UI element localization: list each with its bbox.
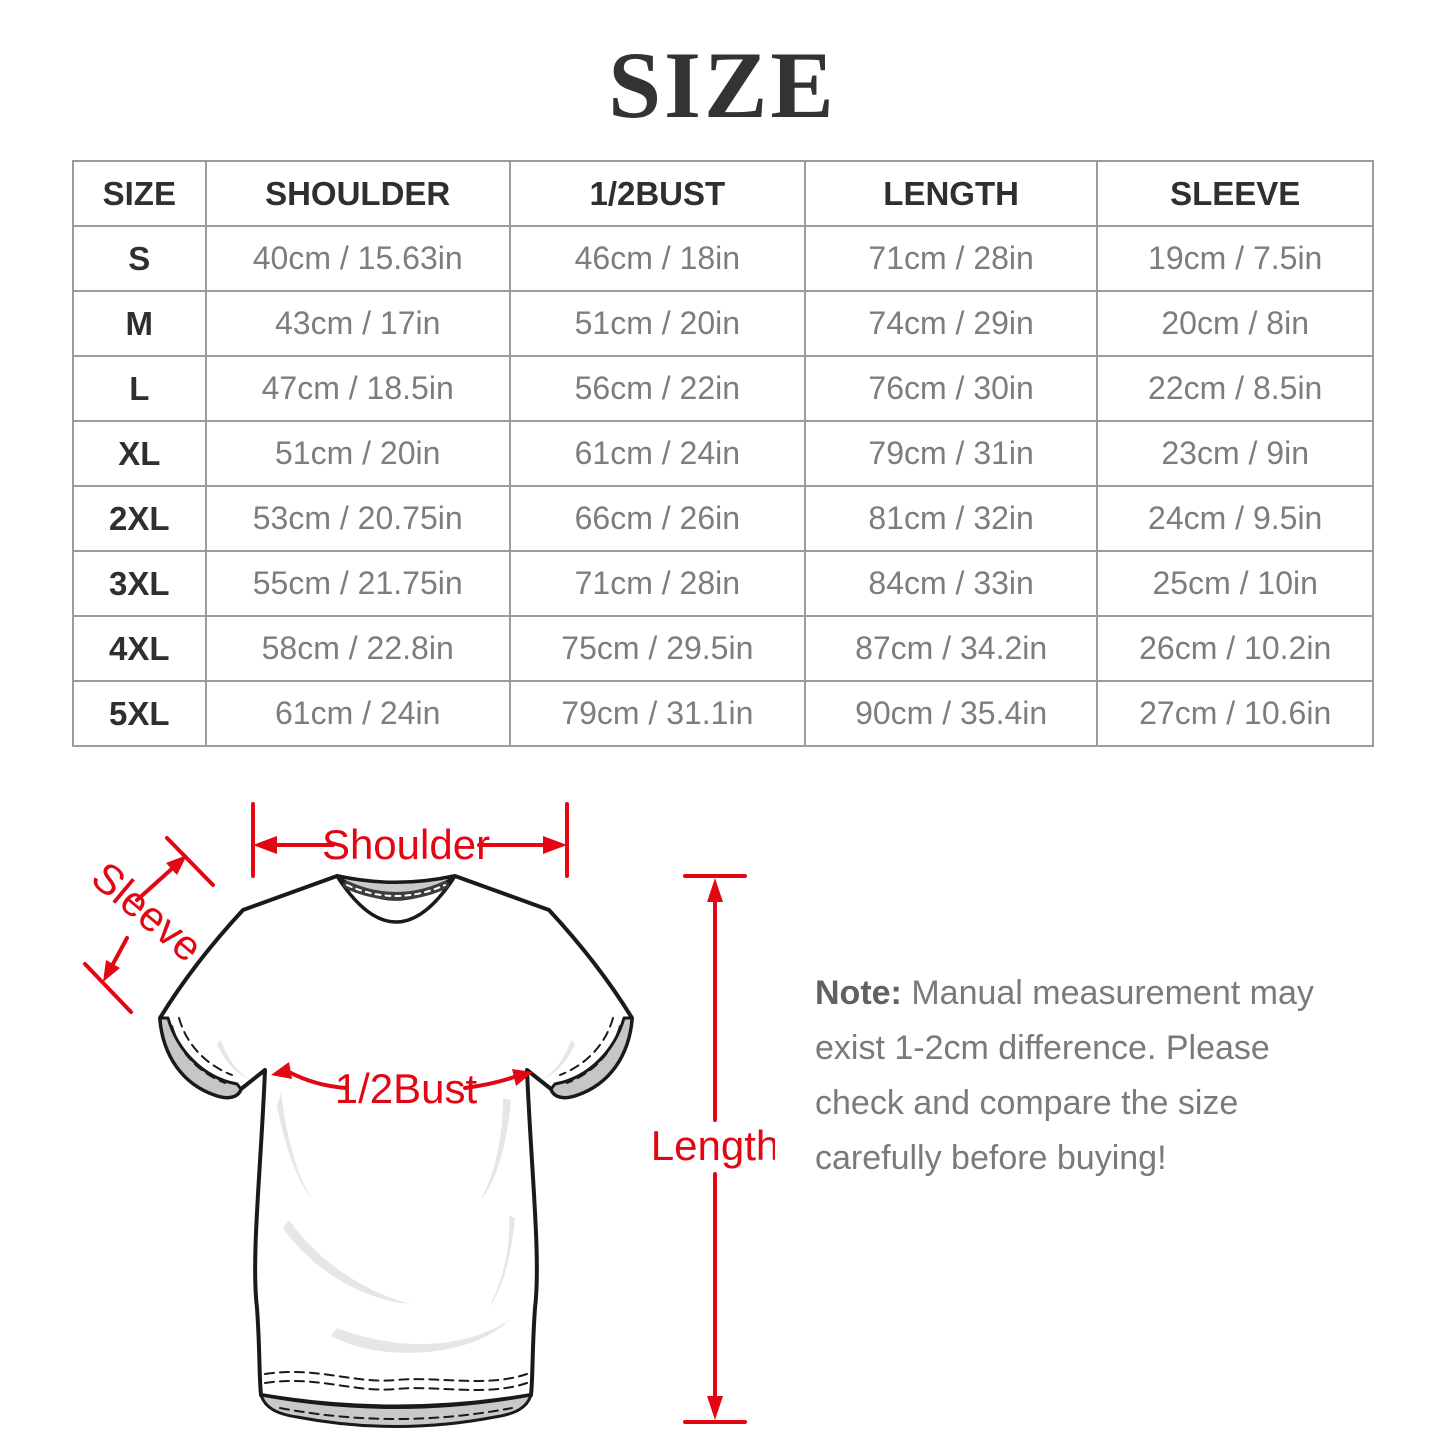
- measurement-cell: 20cm / 8in: [1096, 290, 1374, 357]
- length-arrow-icon: [683, 874, 747, 1424]
- measurement-cell: 47cm / 18.5in: [204, 355, 511, 422]
- table-row: 3XL 55cm / 21.75in 71cm / 28in 84cm / 33…: [72, 550, 1374, 617]
- annotation-arrowheads: [103, 836, 723, 1420]
- col-header-length: LENGTH: [803, 160, 1099, 227]
- length-label: Length: [651, 1122, 775, 1169]
- measurement-cell: 24cm / 9.5in: [1096, 485, 1374, 552]
- measurement-cell: 25cm / 10in: [1096, 550, 1374, 617]
- size-table: SIZE SHOULDER 1/2BUST LENGTH SLEEVE S 40…: [72, 160, 1374, 747]
- measurement-cell: 58cm / 22.8in: [204, 615, 511, 682]
- measurement-cell: 43cm / 17in: [204, 290, 511, 357]
- page-title: SIZE: [608, 32, 837, 138]
- measurement-cell: 55cm / 21.75in: [204, 550, 511, 617]
- size-cell: XL: [72, 420, 207, 487]
- size-cell: M: [72, 290, 207, 357]
- table-row: S 40cm / 15.63in 46cm / 18in 71cm / 28in…: [72, 225, 1374, 292]
- hem-band: [259, 1393, 533, 1428]
- table-header-row: SIZE SHOULDER 1/2BUST LENGTH SLEEVE: [72, 160, 1374, 227]
- table-row: L 47cm / 18.5in 56cm / 22in 76cm / 30in …: [72, 355, 1374, 422]
- measurement-cell: 90cm / 35.4in: [803, 680, 1099, 747]
- table-row: XL 51cm / 20in 61cm / 24in 79cm / 31in 2…: [72, 420, 1374, 487]
- note-line: carefully before buying!: [815, 1139, 1167, 1177]
- size-cell: 5XL: [72, 680, 207, 747]
- measurement-cell: 22cm / 8.5in: [1096, 355, 1374, 422]
- measurement-cell: 53cm / 20.75in: [204, 485, 511, 552]
- measurement-cell: 71cm / 28in: [803, 225, 1099, 292]
- table-row: 5XL 61cm / 24in 79cm / 31.1in 90cm / 35.…: [72, 680, 1374, 747]
- sleeve-arrow-icon: [83, 836, 215, 1014]
- col-header-bust: 1/2BUST: [508, 160, 806, 227]
- tshirt-measurement-diagram: Shoulder Sleeve 1/2Bust Length: [83, 802, 775, 1428]
- col-header-size: SIZE: [72, 160, 207, 227]
- measurement-cell: 46cm / 18in: [508, 225, 806, 292]
- measurement-cell: 40cm / 15.63in: [204, 225, 511, 292]
- measurement-cell: 19cm / 7.5in: [1096, 225, 1374, 292]
- measurement-cell: 76cm / 30in: [803, 355, 1099, 422]
- measurement-cell: 61cm / 24in: [508, 420, 806, 487]
- size-cell: 2XL: [72, 485, 207, 552]
- measurement-cell: 26cm / 10.2in: [1096, 615, 1374, 682]
- measurement-cell: 74cm / 29in: [803, 290, 1099, 357]
- measurement-cell: 79cm / 31.1in: [508, 680, 806, 747]
- measurement-cell: 51cm / 20in: [508, 290, 806, 357]
- measurement-cell: 66cm / 26in: [508, 485, 806, 552]
- table-row: 2XL 53cm / 20.75in 66cm / 26in 81cm / 32…: [72, 485, 1374, 552]
- size-cell: 4XL: [72, 615, 207, 682]
- note-line: exist 1-2cm difference. Please: [815, 1029, 1270, 1067]
- fabric-shading: [217, 1040, 575, 1353]
- note-label: Note:: [815, 974, 902, 1012]
- sleeve-label: Sleeve: [83, 852, 212, 971]
- measurement-cell: 84cm / 33in: [803, 550, 1099, 617]
- measurement-cell: 56cm / 22in: [508, 355, 806, 422]
- measurement-cell: 27cm / 10.6in: [1096, 680, 1374, 747]
- note-line: Manual measurement may: [911, 974, 1314, 1012]
- note-text: Note: Manual measurement may exist 1-2cm…: [815, 966, 1390, 1186]
- measurement-cell: 51cm / 20in: [204, 420, 511, 487]
- size-cell: L: [72, 355, 207, 422]
- shoulder-label: Shoulder: [322, 821, 490, 868]
- note-line: check and compare the size: [815, 1084, 1239, 1122]
- measurement-cell: 23cm / 9in: [1096, 420, 1374, 487]
- col-header-sleeve: SLEEVE: [1096, 160, 1374, 227]
- tshirt-illustration: [158, 874, 634, 1428]
- size-cell: 3XL: [72, 550, 207, 617]
- measurement-cell: 75cm / 29.5in: [508, 615, 806, 682]
- measurement-cell: 81cm / 32in: [803, 485, 1099, 552]
- col-header-shoulder: SHOULDER: [204, 160, 511, 227]
- bust-arrow-icon: [285, 1069, 519, 1090]
- measurement-cell: 79cm / 31in: [803, 420, 1099, 487]
- stitch-lines: [171, 1017, 621, 1420]
- size-cell: S: [72, 225, 207, 292]
- bust-label: 1/2Bust: [335, 1065, 478, 1112]
- measurement-cell: 71cm / 28in: [508, 550, 806, 617]
- measurement-cell: 87cm / 34.2in: [803, 615, 1099, 682]
- table-row: 4XL 58cm / 22.8in 75cm / 29.5in 87cm / 3…: [72, 615, 1374, 682]
- table-row: M 43cm / 17in 51cm / 20in 74cm / 29in 20…: [72, 290, 1374, 357]
- measurement-cell: 61cm / 24in: [204, 680, 511, 747]
